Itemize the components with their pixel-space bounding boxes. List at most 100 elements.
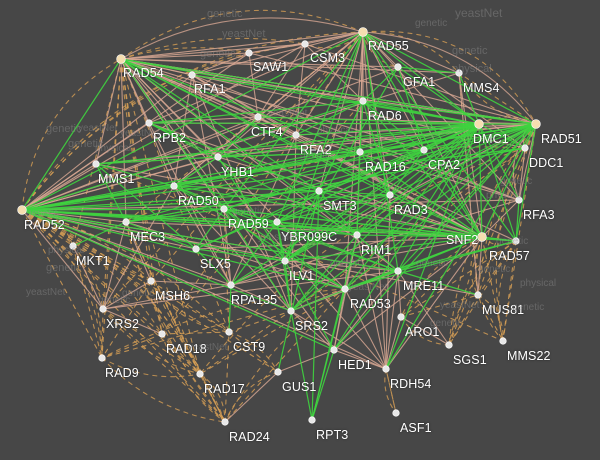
graph-node[interactable] [122,218,130,226]
graph-node[interactable] [330,346,338,354]
edge-genetic [21,209,226,423]
graph-node[interactable] [221,418,229,426]
graph-node[interactable] [301,40,309,48]
edge-coexpression [397,123,537,272]
edge-coexpression [223,123,480,210]
edge-coexpression [356,151,361,236]
graph-node[interactable] [227,281,235,289]
edge-genetic [150,280,226,423]
edge-coexpression [318,190,391,196]
edge-genetic [120,58,230,333]
graph-node[interactable] [315,187,323,195]
graph-node[interactable] [145,119,153,127]
graph-node[interactable] [196,370,204,378]
graph-node[interactable] [474,291,482,299]
edge-physical [191,74,259,118]
edge-arc-genetic [362,30,537,125]
graph-node[interactable] [499,337,507,345]
edge-coexpression [276,194,391,223]
edge-arc-genetic [21,58,122,211]
edge-coexpression [148,122,480,125]
graph-node[interactable] [220,205,228,213]
graph-node[interactable] [147,277,155,285]
graph-node[interactable] [341,285,349,293]
graph-node[interactable] [188,71,196,79]
edge-coexpression [362,100,391,196]
graph-node[interactable] [245,49,253,57]
edge-physical [195,236,483,250]
graph-node[interactable] [394,267,402,275]
edge-coexpression [217,116,259,158]
graph-node[interactable] [69,242,77,250]
graph-node[interactable] [308,416,316,424]
graph-node[interactable] [420,146,428,154]
graph-node[interactable] [394,63,402,71]
edge-physical [295,134,520,201]
edge-physical [72,245,104,310]
graph-node[interactable] [531,119,541,129]
edge-coexpression [21,208,225,211]
graph-node[interactable] [281,257,289,265]
edge-arc-genetic [384,368,397,414]
graph-node[interactable] [225,328,233,336]
edge-coexpression [284,194,391,262]
graph-node[interactable] [192,245,200,253]
edge-genetic [400,294,479,318]
graph-node[interactable] [17,205,27,215]
edge-physical [148,31,364,124]
graph-node[interactable] [92,160,100,168]
graph-node[interactable] [99,305,107,313]
graph-node[interactable] [273,218,281,226]
graph-node[interactable] [98,354,106,362]
edge-coexpression [362,31,537,125]
graph-node[interactable] [474,119,484,129]
graph-node[interactable] [158,330,166,338]
graph-node[interactable] [287,307,295,315]
edge-coexpression [423,123,537,151]
edge-genetic [344,147,526,290]
graph-node[interactable] [116,54,126,64]
edge-physical [21,209,104,310]
graph-node[interactable] [382,365,390,373]
graph-node[interactable] [477,232,487,242]
node-group[interactable] [17,27,541,426]
edge-arc-genetic [21,209,226,423]
graph-node[interactable] [386,191,394,199]
edge-physical [344,288,387,370]
edge-physical [21,66,399,211]
graph-node[interactable] [521,144,529,152]
graph-node[interactable] [356,148,364,156]
graph-node[interactable] [445,341,453,349]
edge-genetic [161,333,201,375]
edge-physical [481,199,520,238]
graph-node[interactable] [353,231,361,239]
edge-arc-genetic [21,52,250,211]
graph-node[interactable] [515,196,523,204]
edge-arc-genetic [21,209,103,359]
graph-node[interactable] [292,131,300,139]
graph-node[interactable] [392,409,400,417]
graph-node[interactable] [254,113,262,121]
edge-physical [333,349,387,370]
graph-node[interactable] [274,368,282,376]
edge-coexpression [277,190,320,373]
graph-node[interactable] [170,182,178,190]
edge-coexpression [191,74,480,125]
edge-coexpression [95,123,480,165]
graph-node[interactable] [214,153,222,161]
edge-coexpression [217,151,361,158]
edge-coexpression [125,123,480,223]
edge-coexpression [284,260,292,312]
graph-node[interactable] [359,97,367,105]
graph-node[interactable] [512,237,520,245]
graph-node[interactable] [358,27,368,37]
graph-node[interactable] [397,313,405,321]
edge-physical [102,308,163,335]
edge-coexpression [173,185,399,272]
graph-node[interactable] [455,69,463,77]
edge-genetic [224,331,230,423]
edge-genetic [21,209,163,335]
edge-coexpression [311,234,358,421]
edge-coexpression [284,260,335,351]
